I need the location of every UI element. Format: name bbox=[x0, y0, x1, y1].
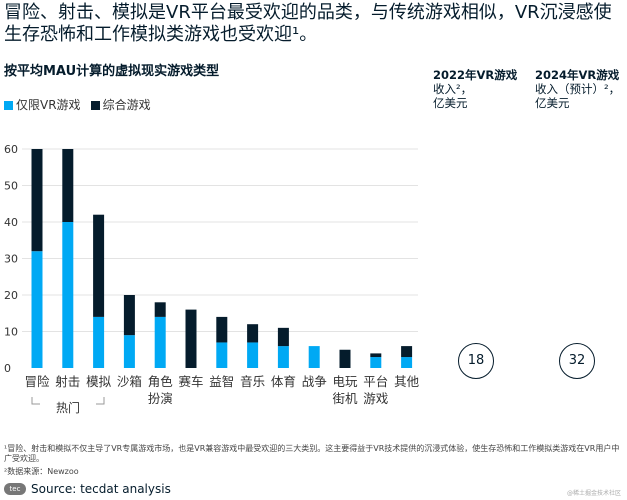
bar-segment bbox=[216, 316, 228, 343]
revenue-2022-value: 18 bbox=[458, 343, 494, 379]
bar-segment bbox=[401, 346, 413, 358]
tecdat-logo: tec bbox=[4, 483, 26, 495]
x-tick-label: 赛车 bbox=[178, 374, 203, 389]
bar-segment bbox=[62, 149, 74, 222]
y-tick-label: 20 bbox=[4, 289, 18, 302]
bar-segment bbox=[31, 149, 43, 252]
legend-swatch bbox=[90, 101, 100, 110]
group-label: 热门 bbox=[56, 400, 80, 415]
x-tick-label: 电玩 bbox=[332, 374, 358, 389]
legend-item-general: 综合游戏 bbox=[90, 96, 151, 113]
bar-segment bbox=[370, 353, 382, 358]
legend-label: 综合游戏 bbox=[102, 98, 151, 112]
x-tick-label: 游戏 bbox=[363, 391, 388, 406]
x-tick-label: 角色 bbox=[148, 374, 174, 389]
group-bracket bbox=[31, 397, 105, 405]
y-tick-label: 60 bbox=[4, 143, 18, 156]
footnote-2: ²数据来源：Newzoo bbox=[4, 467, 79, 476]
source: tec Source: tecdat analysis bbox=[4, 482, 171, 496]
watermark: @稀土掘金技术社区 bbox=[566, 490, 621, 497]
y-tick-label: 30 bbox=[4, 253, 18, 266]
bar-segment bbox=[93, 316, 105, 368]
bar-segment bbox=[185, 309, 197, 368]
bar-segment bbox=[123, 295, 135, 336]
legend: 仅限VR游戏 综合游戏 bbox=[4, 96, 151, 113]
bar-segment bbox=[247, 342, 259, 368]
page-title: 冒险、射击、模拟是VR平台最受欢迎的品类，与传统游戏相似，VR沉浸感使生存恐怖和… bbox=[4, 2, 612, 45]
x-tick-label: 冒险 bbox=[24, 374, 50, 389]
x-tick-label: 其他 bbox=[394, 374, 420, 389]
source-text: Source: tecdat analysis bbox=[31, 482, 171, 496]
x-tick-label: 射击 bbox=[55, 374, 80, 389]
bar-segment bbox=[277, 346, 289, 368]
footnote-1: ¹冒险、射击和模拟不仅主导了VR专属游戏市场，也是VR兼容游戏中最受欢迎的三大类… bbox=[4, 444, 620, 463]
x-tick-label: 战争 bbox=[302, 374, 327, 389]
chart-subtitle: 按平均MAU计算的虚拟现实游戏类型 bbox=[4, 64, 220, 79]
column-header-2024: 2024年VR游戏 收入（预计）²， 亿美元 bbox=[535, 68, 621, 110]
x-tick-label: 平台 bbox=[363, 374, 388, 389]
y-tick-label: 40 bbox=[4, 216, 18, 229]
legend-swatch bbox=[4, 101, 13, 110]
y-tick-label: 10 bbox=[4, 326, 18, 339]
legend-item-vr: 仅限VR游戏 bbox=[4, 96, 81, 113]
bar-segment bbox=[154, 316, 166, 368]
x-tick-label: 体育 bbox=[271, 374, 296, 389]
bar-segment bbox=[93, 214, 105, 317]
bar-segment bbox=[123, 335, 135, 368]
bar-segment bbox=[154, 302, 166, 317]
bar-segment bbox=[308, 346, 320, 368]
bar-segment bbox=[401, 357, 413, 368]
x-tick-label: 街机 bbox=[332, 391, 358, 406]
x-tick-label: 沙箱 bbox=[117, 374, 142, 389]
bar-segment bbox=[277, 327, 289, 347]
bar-segment bbox=[339, 349, 351, 368]
y-tick-label: 0 bbox=[4, 362, 11, 375]
bar-segment bbox=[247, 324, 259, 343]
legend-label: 仅限VR游戏 bbox=[16, 98, 81, 112]
bar-segment bbox=[31, 251, 43, 368]
x-tick-label: 益智 bbox=[209, 374, 234, 389]
y-tick-label: 50 bbox=[4, 180, 18, 193]
x-tick-label: 扮演 bbox=[148, 391, 173, 406]
bar-segment bbox=[370, 357, 382, 368]
bar-segment bbox=[216, 342, 228, 368]
column-header-2022: 2022年VR游戏 收入²， 亿美元 bbox=[433, 68, 518, 110]
revenue-2024-value: 32 bbox=[559, 343, 595, 379]
x-tick-label: 模拟 bbox=[86, 374, 112, 389]
x-tick-label: 音乐 bbox=[240, 374, 265, 389]
bar-segment bbox=[62, 222, 74, 368]
